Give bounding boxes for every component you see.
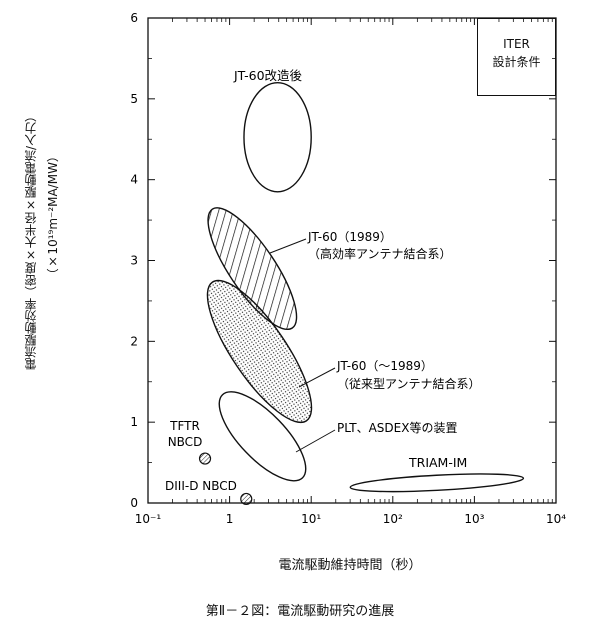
x-tick-label: 10⁻¹ — [135, 512, 162, 526]
label-jt60-modified: JT-60改造後 — [233, 68, 303, 83]
y-tick-label: 6 — [130, 11, 138, 25]
x-tick-label: 10² — [383, 512, 403, 526]
x-axis-label: 電流駆動維持時間（秒） — [278, 558, 422, 573]
y-axis-label-line1: 電流駆動効率（密度×大半径×駆動電流/入力） — [24, 110, 38, 371]
region-ellipse — [206, 279, 313, 424]
label-jt60-pre1989-sub: （従来型アンテナ結合系） — [337, 376, 481, 391]
region-ellipse — [218, 391, 307, 482]
figure-caption: 第Ⅱ－２図：電流駆動研究の進展 — [205, 604, 395, 619]
y-tick-label: 3 — [130, 254, 138, 268]
x-tick-label: 10¹ — [301, 512, 321, 526]
points-group — [198, 452, 253, 506]
label-jt60-1989-sub: （高効率アンテナ結合系） — [308, 246, 452, 261]
label-triam: TRIAM-IM — [408, 455, 467, 470]
y-tick-label: 4 — [130, 173, 138, 187]
y-tick-label: 5 — [130, 92, 138, 106]
label-diiid: DIII-D NBCD — [165, 479, 237, 493]
iter-subtitle: 設計条件 — [492, 55, 541, 69]
labels-group: JT-60改造後 JT-60（1989） （高効率アンテナ結合系） JT-60（… — [165, 68, 481, 493]
data-point — [240, 492, 253, 506]
y-axis-label-line2: （×10¹⁹m⁻²MA/MW） — [46, 150, 60, 281]
leader-jt60-1989 — [269, 238, 307, 254]
label-tftr: TFTR — [169, 419, 200, 433]
x-tick-label: 1 — [226, 512, 234, 526]
iter-title: ITER — [503, 37, 530, 51]
leader-plt-asdex — [295, 429, 336, 453]
iter-design-box: ITER 設計条件 — [477, 18, 556, 96]
y-tick-label: 2 — [130, 334, 138, 348]
region-ellipse — [243, 81, 312, 193]
leader-jt60-pre1989 — [298, 367, 336, 388]
y-tick-label: 0 — [130, 496, 138, 510]
label-jt60-1989: JT-60（1989） — [307, 230, 392, 244]
data-point — [198, 452, 212, 465]
axes-group: 10⁻¹ 1 10¹ 10² 10³ 10⁴ 0 1 2 3 4 5 6 — [130, 11, 566, 526]
x-tick-label: 10⁴ — [546, 512, 566, 526]
regions-group — [206, 81, 525, 493]
y-axis-label: 電流駆動効率（密度×大半径×駆動電流/入力） （×10¹⁹m⁻²MA/MW） — [22, 110, 72, 450]
label-tftr-nbcd: NBCD — [168, 435, 203, 449]
label-plt-asdex: PLT、ASDEX等の装置 — [337, 421, 457, 435]
y-tick-label: 1 — [130, 415, 138, 429]
x-tick-label: 10³ — [464, 512, 484, 526]
region-ellipse — [349, 473, 525, 493]
region-ellipse — [207, 207, 298, 331]
label-jt60-pre1989: JT-60（～1989） — [336, 359, 433, 373]
